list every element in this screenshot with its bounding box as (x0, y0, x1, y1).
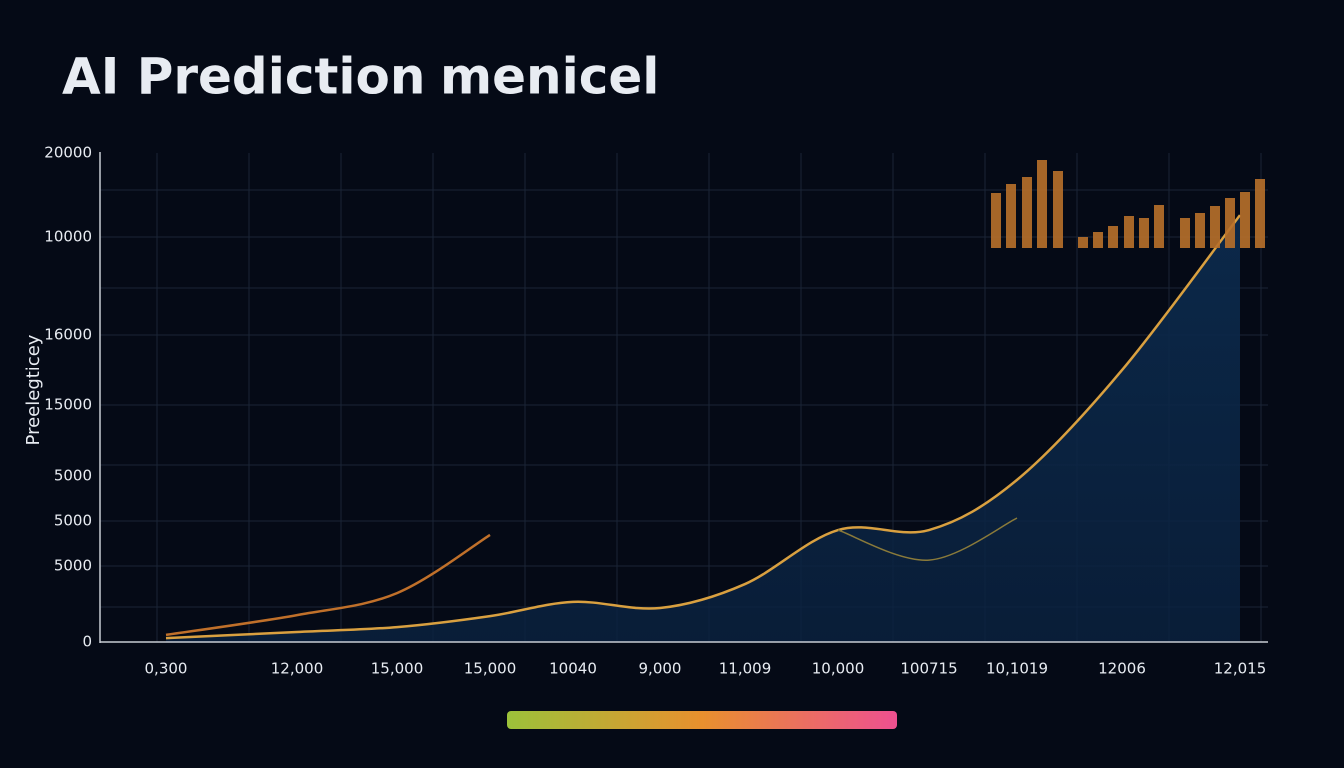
x-tick-label: 10,1019 (986, 660, 1048, 678)
series-line (165, 533, 491, 637)
x-tick-label: 12006 (1098, 660, 1146, 678)
x-tick-label: 12,000 (271, 660, 324, 678)
y-tick-label: 5000 (54, 557, 92, 575)
x-tick-label: 15,000 (464, 660, 517, 678)
x-tick-label: 10040 (549, 660, 597, 678)
series-line (837, 517, 1018, 561)
y-tick-label: 15000 (44, 396, 92, 414)
series-line (165, 214, 1241, 640)
chart-title-suffix: menicel (440, 48, 659, 106)
area (166, 215, 1240, 642)
y-tick-label: 20000 (44, 144, 92, 162)
x-tick-label: 100715 (900, 660, 957, 678)
inset-bars (991, 160, 1265, 248)
y-tick-label: 10000 (44, 228, 92, 246)
x-tick-label: 11,009 (719, 660, 772, 678)
x-tick-label: 12,015 (1214, 660, 1267, 678)
x-tick-label: 15,000 (371, 660, 424, 678)
y-axis-label: Preelegticey (23, 334, 44, 445)
color-bar (507, 711, 897, 729)
x-tick-label: 10,000 (812, 660, 865, 678)
x-tick-label: 0,300 (145, 660, 188, 678)
plot (165, 214, 1241, 642)
x-tick-label: 9,000 (639, 660, 682, 678)
chart-title: AI Prediction (62, 48, 425, 106)
y-tick-label: 16000 (44, 326, 92, 344)
y-tick-label: 5000 (54, 512, 92, 530)
y-tick-label: 0 (82, 633, 92, 651)
y-tick-label: 5000 (54, 467, 92, 485)
